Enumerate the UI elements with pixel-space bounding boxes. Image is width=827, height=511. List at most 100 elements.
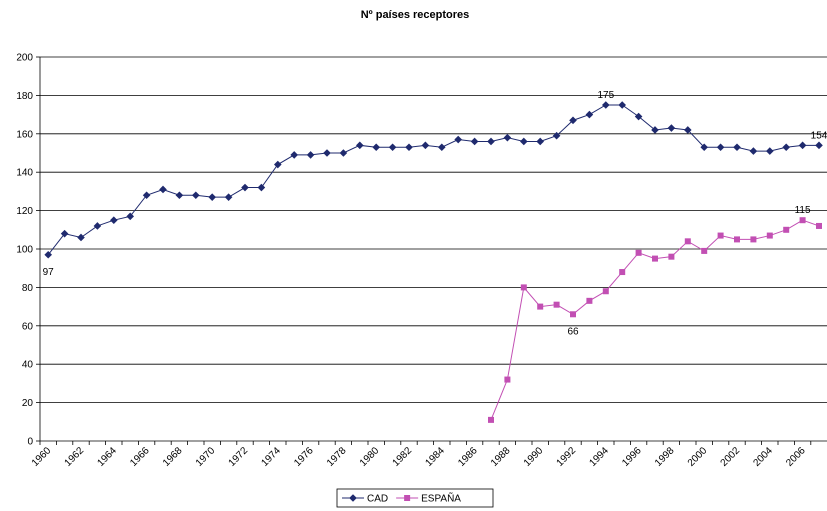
data-point — [356, 141, 364, 150]
data-point — [93, 222, 102, 230]
data-point — [372, 143, 380, 152]
data-point — [257, 183, 266, 192]
data-point — [60, 229, 69, 238]
data-point — [684, 126, 692, 134]
data-point — [44, 250, 52, 259]
x-tick-label: 1992 — [555, 445, 579, 469]
data-point — [520, 137, 528, 146]
data-point — [537, 303, 544, 310]
x-tick-label: 1964 — [95, 445, 119, 469]
data-point — [585, 110, 594, 119]
data-point — [175, 191, 184, 200]
data-point — [701, 247, 708, 254]
x-tick-label: 1998 — [653, 445, 677, 469]
data-point — [110, 216, 118, 224]
data-label: 154 — [811, 130, 827, 141]
x-tick-label: 2000 — [686, 445, 710, 469]
data-point — [470, 137, 479, 146]
x-tick-label: 1974 — [259, 445, 283, 469]
data-point — [799, 217, 806, 224]
x-tick-label: 1988 — [489, 445, 513, 469]
x-tick-label: 2006 — [784, 445, 808, 469]
data-point — [224, 193, 233, 201]
data-point — [520, 284, 527, 291]
data-point — [290, 151, 298, 159]
data-point — [652, 255, 658, 262]
x-tick-label: 1960 — [30, 445, 54, 469]
data-point — [586, 297, 593, 304]
data-point — [700, 143, 708, 152]
legend-label: CAD — [367, 494, 388, 505]
y-tick-label: 0 — [27, 437, 33, 448]
data-point — [717, 232, 724, 239]
x-tick-label: 1990 — [522, 445, 546, 469]
y-tick-label: 80 — [22, 283, 34, 294]
data-point — [488, 416, 494, 423]
y-tick-label: 120 — [16, 206, 33, 217]
data-point — [159, 185, 167, 194]
x-tick-label: 1996 — [620, 445, 644, 469]
data-point — [306, 151, 315, 159]
data-point — [782, 143, 790, 152]
x-tick-label: 1980 — [358, 445, 382, 469]
data-point — [487, 137, 495, 146]
x-tick-label: 1982 — [391, 445, 415, 469]
x-tick-label: 2002 — [719, 445, 743, 469]
data-point — [602, 101, 610, 109]
data-point — [241, 183, 249, 192]
data-label: 97 — [43, 267, 55, 278]
data-point — [749, 147, 758, 155]
data-point — [405, 143, 413, 152]
x-tick-label: 1994 — [587, 445, 611, 469]
data-point — [504, 376, 511, 383]
data-point — [192, 191, 200, 200]
data-point — [733, 143, 741, 152]
data-point — [570, 311, 576, 318]
data-point — [766, 232, 773, 239]
y-tick-label: 140 — [16, 168, 33, 179]
data-point — [503, 133, 512, 142]
data-point — [323, 149, 331, 157]
x-tick-label: 1972 — [227, 445, 251, 469]
data-label: 175 — [597, 90, 614, 101]
data-point — [208, 193, 216, 201]
data-point — [634, 112, 643, 121]
data-label: 66 — [567, 326, 579, 337]
data-point — [569, 116, 577, 125]
data-point — [536, 137, 544, 146]
series-line — [490, 219, 820, 421]
legend-marker — [404, 495, 411, 501]
data-point — [339, 149, 348, 157]
data-point — [454, 135, 462, 144]
data-point — [602, 288, 609, 295]
data-point — [552, 131, 561, 140]
x-tick-label: 1976 — [292, 445, 316, 469]
x-tick-label: 1986 — [456, 445, 480, 469]
data-point — [388, 143, 397, 152]
legend: CAD ESPAÑA — [336, 488, 494, 508]
data-point — [783, 226, 790, 233]
chart-title: Nº países receptores — [361, 9, 470, 21]
data-point — [667, 124, 676, 132]
x-tick-label: 1962 — [63, 445, 87, 469]
data-point — [651, 126, 659, 134]
legend-marker — [349, 494, 357, 502]
y-tick-label: 60 — [22, 321, 34, 332]
data-point — [635, 249, 642, 256]
x-tick-label: 1978 — [325, 445, 349, 469]
data-point — [421, 141, 430, 150]
x-tick-label: 1968 — [161, 445, 185, 469]
data-point — [77, 233, 85, 242]
data-point — [438, 143, 446, 152]
data-point — [716, 143, 725, 152]
x-tick-label: 1970 — [194, 445, 218, 469]
data-point — [798, 141, 807, 150]
data-point — [126, 212, 134, 221]
data-point — [274, 160, 282, 169]
legend-label: ESPAÑA — [421, 492, 461, 505]
series-line — [47, 104, 819, 256]
x-tick-label: 1984 — [423, 445, 447, 469]
y-tick-label: 200 — [16, 53, 33, 64]
y-tick-label: 160 — [16, 129, 33, 140]
data-point — [553, 301, 560, 308]
